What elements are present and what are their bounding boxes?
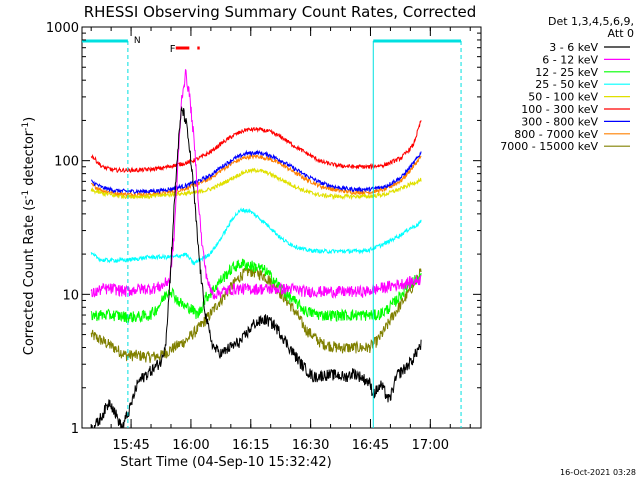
series-6-group: [90, 120, 422, 173]
legend-entry-label: 25 - 50 keV: [535, 78, 598, 91]
legend-header-line: Att 0: [608, 27, 634, 40]
plot-area: [90, 69, 422, 428]
plot-frame: [81, 26, 482, 429]
series-line-3-6-kev: [91, 106, 422, 428]
y-tick-label: 10: [62, 288, 79, 303]
series-line-6-12-kev: [90, 69, 422, 300]
x-tick-label: 15:45: [112, 438, 149, 453]
legend-entry-label: 6 - 12 keV: [542, 53, 598, 66]
series-line-100-300-kev: [90, 120, 422, 173]
flare-label: F: [170, 44, 176, 55]
y-tick-label: 1000: [46, 21, 79, 36]
series-line-800-7000-kev: [90, 153, 422, 198]
night-label: N: [134, 36, 141, 46]
x-tick-label: 17:00: [412, 438, 449, 453]
x-tick-label: 16:00: [172, 438, 209, 453]
legend-entry-label: 7000 - 15000 keV: [500, 140, 598, 153]
legend-entry-label: 12 - 25 keV: [535, 66, 598, 79]
series-8-group: [90, 153, 422, 198]
legend-entry-label: 800 - 7000 keV: [514, 128, 598, 141]
series-line-300-800-kev: [91, 149, 422, 195]
y-tick-label: 100: [54, 155, 79, 170]
legend-entry-label: 300 - 800 keV: [521, 115, 598, 128]
y-axis-label-rest: detector: [22, 130, 37, 190]
y-axis-label-end: ): [22, 117, 37, 122]
series-3-group: [90, 258, 422, 324]
legend-entry-label: 50 - 100 keV: [528, 91, 598, 104]
series-line-12-25-kev: [90, 258, 422, 324]
series-line-25-50-kev: [90, 207, 422, 266]
series-1-group: [91, 106, 422, 428]
y-axis-label-sup1: -1: [21, 190, 31, 199]
series-line-50-100-kev: [90, 167, 422, 201]
y-axis-label-sup2: -1: [21, 122, 31, 131]
series-4-group: [90, 207, 422, 266]
x-tick-label: 16:45: [352, 438, 389, 453]
series-7-group: [91, 149, 422, 195]
chart-title: RHESSI Observing Summary Count Rates, Co…: [84, 3, 477, 21]
x-axis-label: Start Time (04-Sep-10 15:32:42): [120, 455, 331, 470]
legend-entry-label: 100 - 300 keV: [521, 103, 598, 116]
legend-header-line: Det 1,3,4,5,6,9,: [548, 15, 634, 28]
x-tick-label: 16:15: [232, 438, 269, 453]
x-tick-label: 16:30: [292, 438, 329, 453]
y-axis: 1 10 100 1000: [46, 21, 481, 437]
y-axis-label: Corrected Count Rate (s-1 detector-1): [21, 117, 37, 355]
legend-entry-label: 3 - 6 keV: [549, 41, 598, 54]
y-tick-label: 1: [71, 422, 79, 437]
date-stamp: 16-Oct-2021 03:28: [560, 468, 636, 477]
x-axis: 15:45 16:00 16:15 16:30 16:45 17:00: [90, 27, 471, 453]
y-axis-label-main: Corrected Count Rate (s: [22, 199, 37, 356]
